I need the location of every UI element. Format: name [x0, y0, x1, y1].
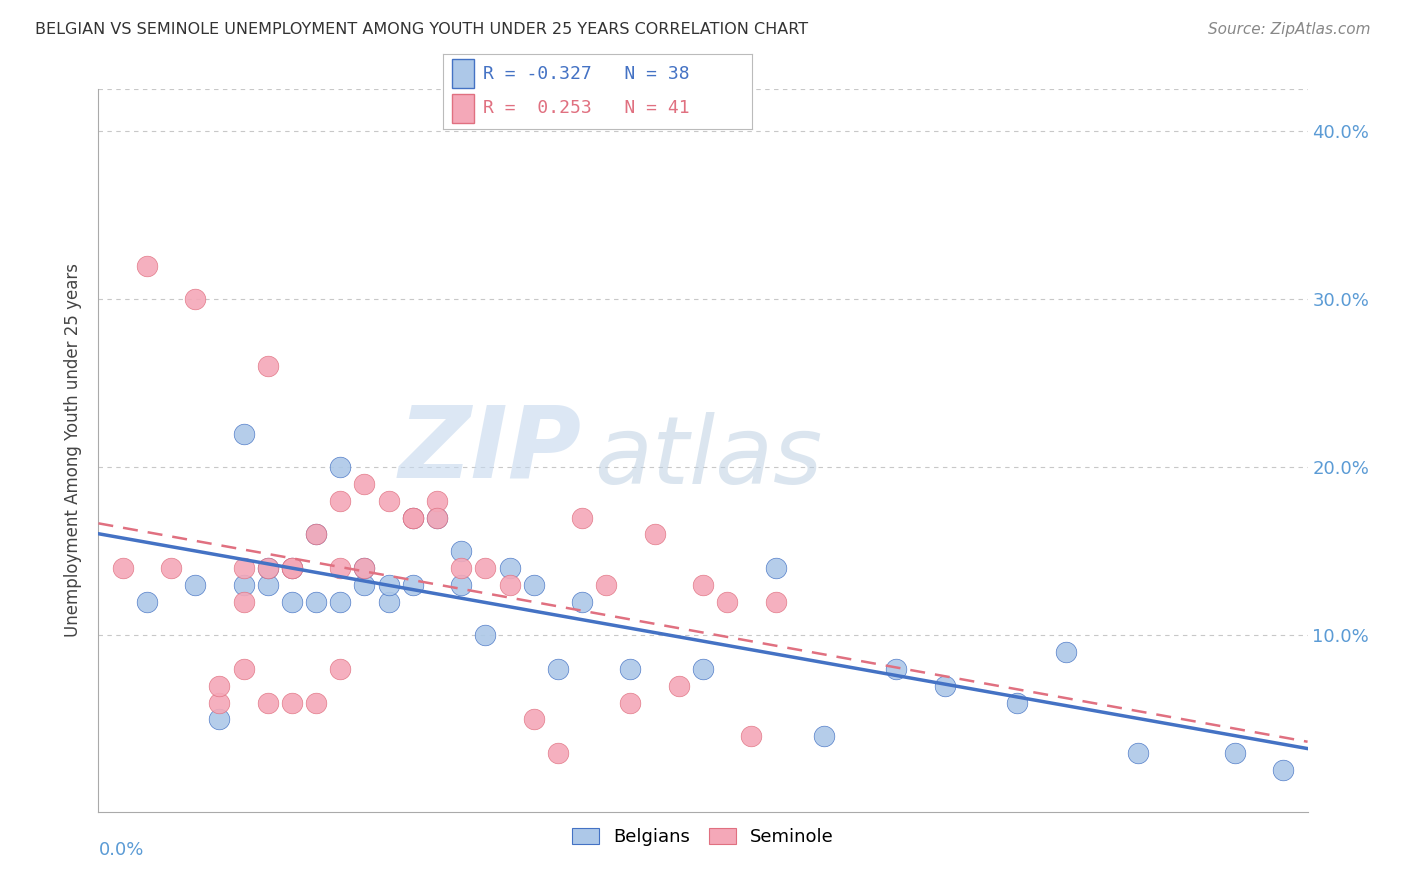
Point: [329, 494, 352, 508]
Point: [281, 595, 304, 609]
Point: [353, 477, 375, 491]
Point: [353, 578, 375, 592]
Point: [111, 561, 134, 575]
Point: [232, 578, 254, 592]
Point: [402, 510, 425, 524]
Text: BELGIAN VS SEMINOLE UNEMPLOYMENT AMONG YOUTH UNDER 25 YEARS CORRELATION CHART: BELGIAN VS SEMINOLE UNEMPLOYMENT AMONG Y…: [35, 22, 808, 37]
Point: [135, 595, 157, 609]
Point: [232, 561, 254, 575]
Text: ZIP: ZIP: [399, 402, 582, 499]
Point: [571, 510, 593, 524]
Point: [184, 578, 207, 592]
Point: [208, 696, 231, 710]
Point: [547, 662, 569, 676]
Point: [256, 561, 278, 575]
Point: [281, 561, 304, 575]
Point: [329, 460, 352, 475]
Point: [402, 510, 425, 524]
Point: [329, 561, 352, 575]
Text: R = -0.327   N = 38: R = -0.327 N = 38: [484, 64, 690, 83]
Point: [716, 595, 738, 609]
Point: [305, 696, 328, 710]
Point: [765, 561, 787, 575]
Point: [498, 561, 520, 575]
Point: [305, 527, 328, 541]
Point: [232, 662, 254, 676]
Point: [232, 426, 254, 441]
Point: [474, 561, 496, 575]
Point: [886, 662, 908, 676]
Point: [1007, 696, 1029, 710]
Point: [377, 494, 399, 508]
Point: [813, 729, 835, 743]
Point: [281, 561, 304, 575]
Point: [208, 679, 231, 693]
Point: [595, 578, 617, 592]
Point: [281, 696, 304, 710]
Point: [281, 561, 304, 575]
Point: [740, 729, 762, 743]
Point: [450, 561, 472, 575]
Point: [1054, 645, 1077, 659]
Point: [547, 746, 569, 760]
Point: [208, 712, 231, 726]
Point: [160, 561, 183, 575]
Point: [474, 628, 496, 642]
Point: [402, 510, 425, 524]
Point: [934, 679, 956, 693]
Point: [353, 561, 375, 575]
Legend: Belgians, Seminole: Belgians, Seminole: [565, 821, 841, 854]
Point: [353, 561, 375, 575]
Point: [256, 578, 278, 592]
Point: [184, 292, 207, 306]
Point: [305, 595, 328, 609]
Point: [619, 696, 641, 710]
Text: atlas: atlas: [595, 412, 823, 503]
Point: [426, 494, 449, 508]
Point: [498, 578, 520, 592]
Point: [450, 578, 472, 592]
Point: [329, 662, 352, 676]
Point: [256, 359, 278, 374]
Point: [692, 578, 714, 592]
Point: [329, 595, 352, 609]
Point: [571, 595, 593, 609]
Point: [523, 578, 546, 592]
Point: [644, 527, 666, 541]
Point: [377, 578, 399, 592]
Point: [426, 510, 449, 524]
Point: [1272, 763, 1295, 777]
Point: [377, 595, 399, 609]
Point: [232, 595, 254, 609]
Point: [426, 510, 449, 524]
Point: [668, 679, 690, 693]
Point: [692, 662, 714, 676]
Point: [450, 544, 472, 558]
Text: Source: ZipAtlas.com: Source: ZipAtlas.com: [1208, 22, 1371, 37]
Point: [135, 259, 157, 273]
Text: R =  0.253   N = 41: R = 0.253 N = 41: [484, 100, 690, 118]
Bar: [453, 59, 474, 87]
Point: [256, 561, 278, 575]
Text: 0.0%: 0.0%: [98, 840, 143, 859]
Point: [765, 595, 787, 609]
Point: [619, 662, 641, 676]
Point: [1128, 746, 1150, 760]
Point: [402, 578, 425, 592]
Point: [256, 696, 278, 710]
Point: [523, 712, 546, 726]
Bar: [453, 95, 474, 123]
Point: [1223, 746, 1246, 760]
Point: [305, 527, 328, 541]
Y-axis label: Unemployment Among Youth under 25 years: Unemployment Among Youth under 25 years: [65, 263, 83, 638]
